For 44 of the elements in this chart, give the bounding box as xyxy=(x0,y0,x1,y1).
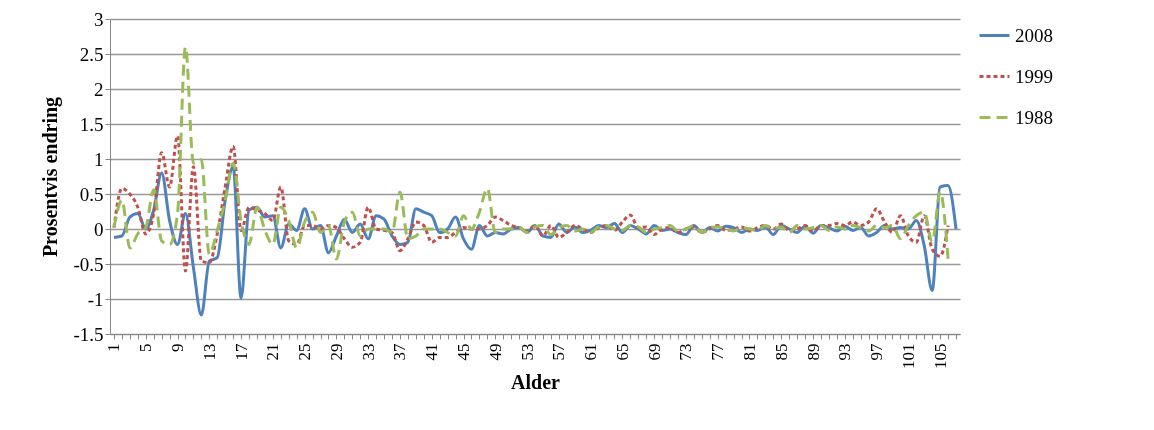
y-tick-label: 2 xyxy=(94,78,104,100)
y-tick-label: -0.5 xyxy=(73,253,104,275)
y-tick-label: -1 xyxy=(87,288,104,310)
x-axis-title: Alder xyxy=(511,371,561,393)
y-tick-label: 0 xyxy=(94,218,104,240)
x-tick-label: 33 xyxy=(358,343,378,361)
x-tick-label: 1 xyxy=(104,343,124,352)
x-tick-label: 85 xyxy=(771,343,791,361)
x-tick-label: 57 xyxy=(549,343,569,361)
legend-label: 1988 xyxy=(1015,106,1053,128)
x-tick-label: 61 xyxy=(581,343,601,361)
x-tick-label: 73 xyxy=(676,343,696,361)
x-tick-label: 41 xyxy=(422,343,442,361)
x-tick-label: 105 xyxy=(930,343,950,369)
x-tick-label: 45 xyxy=(454,343,473,361)
y-tick-label: 0.5 xyxy=(79,183,104,205)
x-tick-label: 53 xyxy=(517,343,537,361)
y-axis-title: Prosentvis endring xyxy=(39,96,63,258)
x-tick-label: 89 xyxy=(803,343,823,361)
y-tick-label: 1 xyxy=(94,148,104,170)
x-tick-label: 101 xyxy=(898,343,918,369)
x-tick-label: 81 xyxy=(739,343,759,361)
x-tick-label: 5 xyxy=(136,343,156,352)
x-tick-label: 65 xyxy=(612,343,632,361)
x-tick-label: 17 xyxy=(231,343,251,361)
x-tick-label: 21 xyxy=(263,343,283,361)
y-tick-label: -1.5 xyxy=(73,323,104,345)
x-tick-label: 9 xyxy=(168,343,188,352)
x-tick-label: 29 xyxy=(326,343,346,361)
line-series xyxy=(112,134,950,273)
x-tick-label: 69 xyxy=(644,343,664,361)
y-tick-label: 3 xyxy=(94,8,104,30)
x-tick-label: 93 xyxy=(835,343,855,361)
legend-label: 2008 xyxy=(1015,24,1053,46)
x-tick-label: 37 xyxy=(390,343,410,361)
y-tick-label: 2.5 xyxy=(79,43,104,65)
x-tick-label: 77 xyxy=(708,343,728,361)
x-tick-label: 49 xyxy=(485,343,505,361)
legend-label: 1999 xyxy=(1015,65,1053,87)
y-tick-label: 1.5 xyxy=(79,113,104,135)
line-series xyxy=(112,45,950,261)
x-tick-label: 97 xyxy=(867,343,887,361)
x-tick-label: 25 xyxy=(295,343,315,361)
x-tick-label: 13 xyxy=(199,343,219,361)
